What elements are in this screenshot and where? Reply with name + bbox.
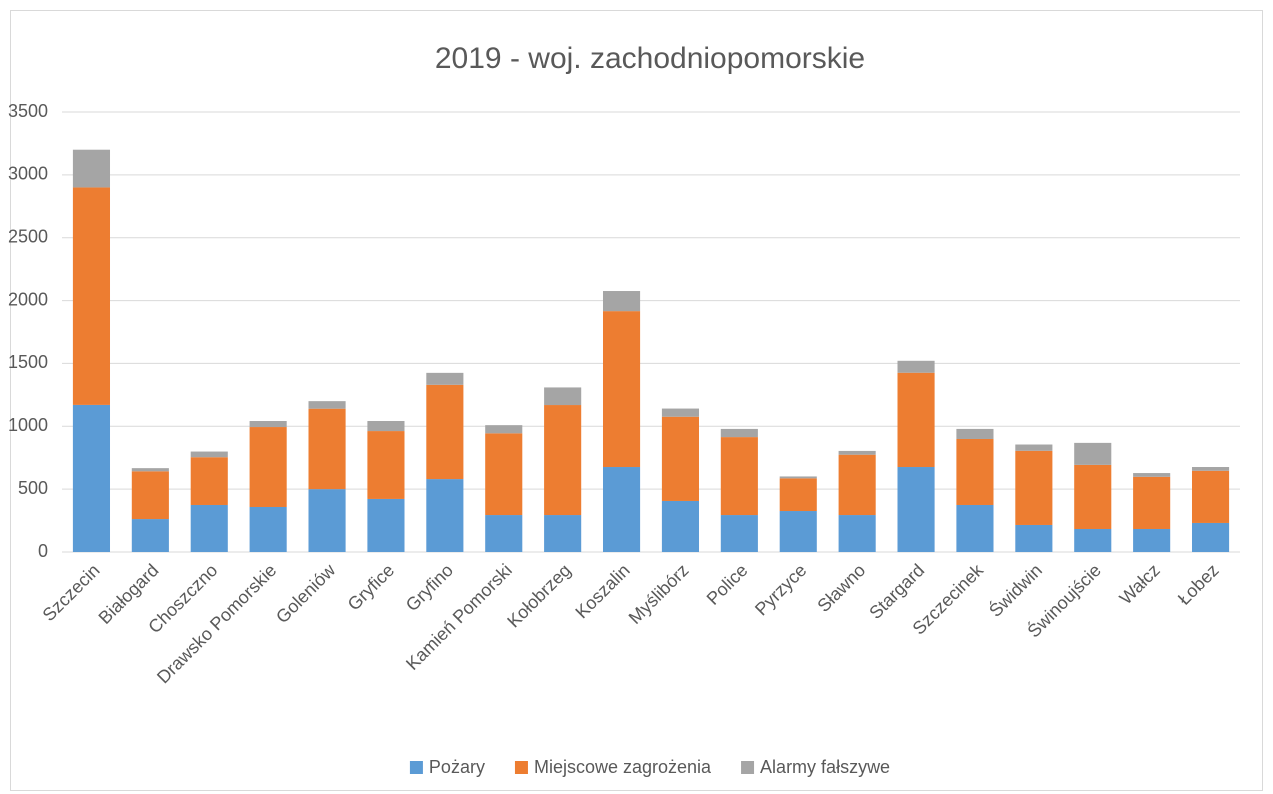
y-tick-label: 1500 [8, 352, 48, 372]
bar-segment [544, 515, 582, 552]
bar-segment [602, 311, 641, 468]
y-tick-label: 3000 [8, 164, 48, 184]
bar-segment [249, 506, 287, 552]
bar-segment [1074, 528, 1112, 552]
bar-segment [1133, 528, 1171, 552]
bar-segment [249, 427, 287, 507]
bar-segment [426, 372, 464, 385]
legend-swatch [409, 761, 423, 774]
bar-segment [544, 387, 582, 406]
y-tick-label: 1000 [8, 415, 48, 435]
bar-segment [897, 467, 935, 552]
bar-segment [1015, 524, 1053, 552]
bar-segment [720, 515, 758, 552]
bar-segment [544, 405, 582, 516]
bar-segment [602, 291, 641, 312]
bar-segment [602, 467, 641, 552]
bar-segment [1074, 464, 1112, 529]
y-tick-label: 3500 [8, 101, 48, 121]
bar-segment [1191, 522, 1230, 552]
bar-segment [838, 454, 876, 516]
bar-segment [308, 489, 346, 552]
bar-segment [367, 431, 405, 499]
bar-segment [956, 428, 994, 439]
bar-segment [779, 511, 817, 552]
bar-segment [1015, 444, 1053, 451]
bar-segment [956, 504, 994, 552]
bar-segment [1191, 467, 1230, 471]
bar-segment [367, 498, 405, 552]
y-tick-label: 0 [38, 541, 48, 561]
bar-segment [1191, 470, 1230, 523]
bar-segment [779, 478, 817, 512]
bar-segment [779, 476, 817, 479]
bar-segment [485, 515, 523, 552]
bar-segment [1015, 450, 1053, 525]
bar-segment [485, 433, 523, 516]
y-tick-label: 2000 [8, 289, 48, 309]
bar-segment [367, 421, 405, 432]
bar-segment [72, 404, 111, 552]
bar-segment [131, 468, 169, 472]
bar-segment [190, 457, 228, 505]
bar-segment [838, 450, 876, 455]
bar-segment [661, 500, 700, 552]
legend-label: Alarmy fałszywe [760, 757, 890, 777]
legend-swatch [514, 761, 528, 774]
bar-segment [308, 408, 346, 490]
bar-segment [72, 149, 111, 188]
legend-swatch [741, 761, 755, 774]
bar-segment [661, 408, 700, 417]
y-tick-label: 500 [18, 478, 48, 498]
bar-segment [897, 372, 935, 468]
bar-segment [1133, 473, 1171, 477]
bar-segment [720, 428, 758, 438]
bar-segment [72, 187, 111, 405]
bar-segment [190, 451, 228, 458]
bar-segment [426, 384, 464, 480]
bar-segment [485, 425, 523, 434]
bar-segment [661, 416, 700, 501]
legend-label: Pożary [429, 757, 485, 777]
bar-segment [720, 437, 758, 516]
bar-segment [131, 519, 169, 552]
bar-segment [956, 438, 994, 505]
bar-segment [308, 401, 346, 409]
bar-segment [190, 504, 228, 552]
bar-segment [838, 515, 876, 552]
bar-segment [1074, 442, 1112, 465]
bar-segment [249, 421, 287, 428]
bar-segment [131, 471, 169, 520]
bar-segment [426, 479, 464, 552]
chart-title: 2019 - woj. zachodniopomorskie [435, 42, 865, 75]
y-tick-label: 2500 [8, 226, 48, 246]
legend-label: Miejscowe zagrożenia [534, 757, 712, 777]
bar-segment [897, 360, 935, 373]
bar-segment [1133, 476, 1171, 529]
